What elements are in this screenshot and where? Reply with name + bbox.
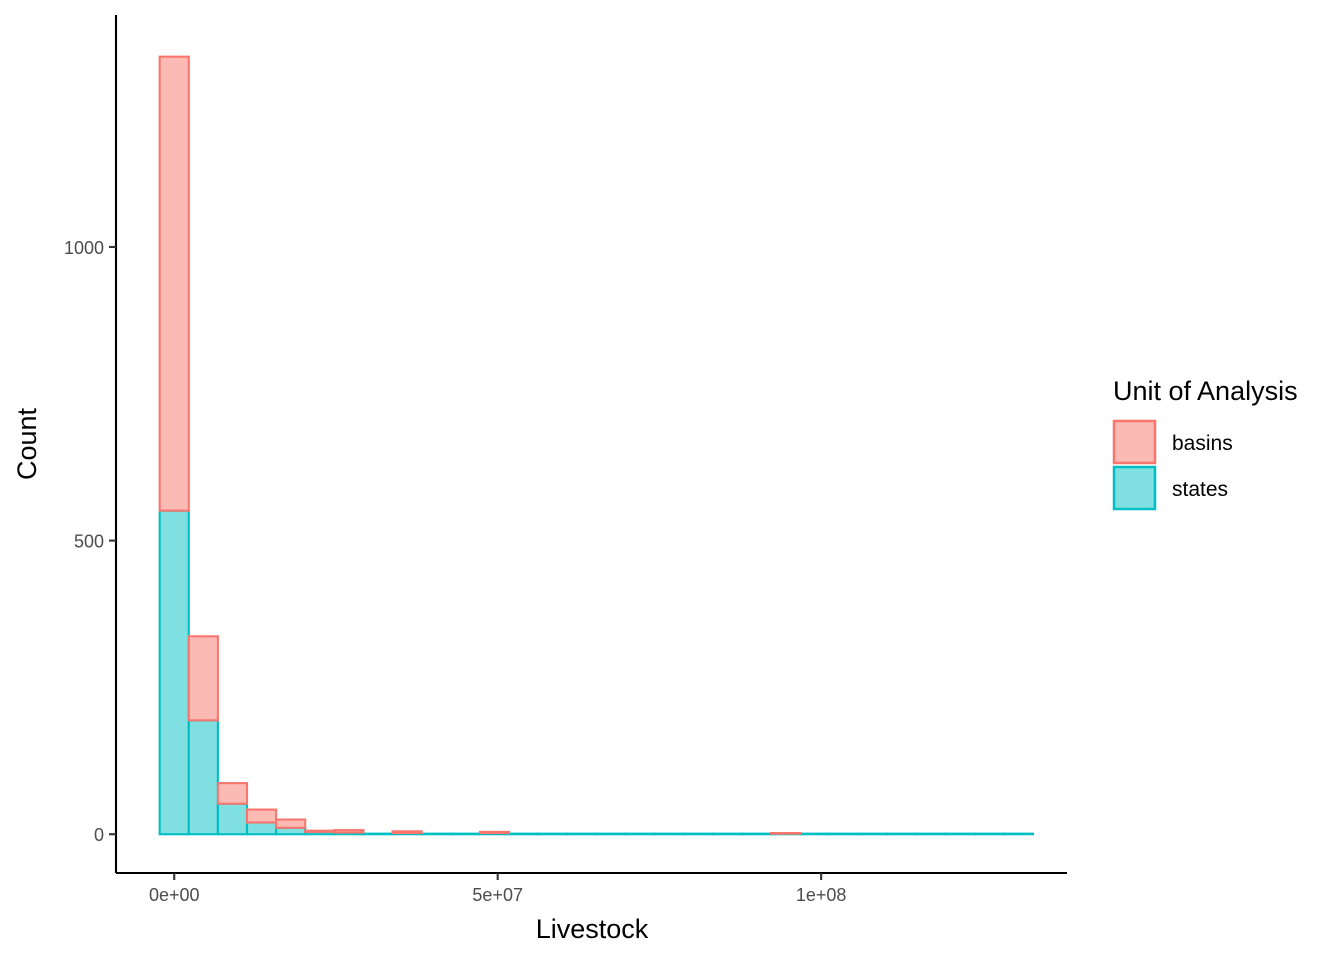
bar-states-1	[187, 719, 219, 836]
y-axis-title: Count	[12, 407, 42, 480]
axes-layer	[114, 15, 1067, 875]
legend-label-states: states	[1172, 478, 1228, 501]
bar-basins-6	[333, 829, 365, 834]
bar-states-29	[1002, 832, 1035, 836]
x-axis-title: Livestock	[536, 914, 649, 944]
x-tick-label-0: 0e+00	[149, 885, 200, 905]
bar-states-16	[624, 832, 656, 836]
bar-basins-1	[187, 635, 219, 722]
x-ticks-layer: 0e+00 5e+07 1e+08	[149, 873, 847, 905]
bar-states-22	[799, 832, 831, 836]
bar-states-19	[711, 832, 743, 836]
legend-title: Unit of Analysis	[1113, 376, 1298, 406]
bar-states-23	[828, 832, 860, 836]
bars-layer	[158, 55, 1035, 836]
bar-states-14	[566, 832, 598, 836]
legend-key-states	[1112, 465, 1157, 511]
bar-states-10	[449, 832, 481, 836]
bar-basins-3	[245, 808, 278, 824]
bar-basins-21	[769, 832, 802, 835]
legend-key-basins	[1112, 419, 1157, 465]
bar-states-9	[420, 832, 452, 836]
bar-states-0	[158, 509, 190, 836]
bar-states-27	[944, 832, 976, 836]
bar-basins-11	[478, 830, 511, 835]
x-tick-label-2: 1e+08	[796, 885, 847, 905]
legend: Unit of Analysis basins states	[1112, 376, 1298, 511]
bar-basins-8	[391, 830, 423, 835]
bar-states-28	[973, 832, 1005, 836]
y-tick-label-2: 1000	[64, 238, 104, 258]
bar-states-17	[653, 832, 685, 836]
x-tick-label-1: 5e+07	[472, 885, 523, 905]
bar-states-18	[682, 832, 714, 836]
bar-states-12	[507, 832, 540, 836]
bar-states-20	[740, 832, 773, 836]
bar-basins-5	[304, 829, 336, 833]
y-tick-label-0: 0	[94, 825, 104, 845]
bar-states-13	[537, 832, 569, 836]
bar-states-3	[245, 821, 278, 836]
bar-basins-0	[158, 55, 190, 512]
bar-states-2	[216, 802, 249, 836]
bar-basins-4	[275, 818, 307, 829]
y-ticks-layer: 0 500 1000	[64, 238, 116, 845]
bar-states-25	[886, 832, 918, 836]
legend-label-basins: basins	[1172, 432, 1233, 455]
bar-basins-2	[216, 782, 249, 805]
bar-states-15	[595, 832, 627, 836]
bar-states-26	[915, 832, 947, 836]
y-tick-label-1: 500	[74, 532, 104, 552]
bar-states-24	[857, 832, 889, 836]
bar-states-7	[362, 832, 394, 836]
